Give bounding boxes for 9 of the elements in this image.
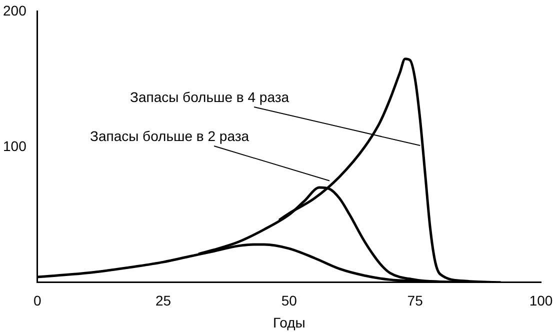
annotation: Запасы больше в 4 раза [130,88,290,105]
x-tick-label: 25 [155,292,172,309]
annotation: Запасы больше в 2 раза [90,128,250,144]
x-tick-label: 100 [529,292,553,309]
x-axis-title: Годы [273,314,306,330]
y-tick-label: 200 [3,2,27,18]
x-tick-label: 0 [33,292,42,309]
x-tick-label: 50 [281,292,298,309]
x-tick-label: 75 [407,292,424,309]
